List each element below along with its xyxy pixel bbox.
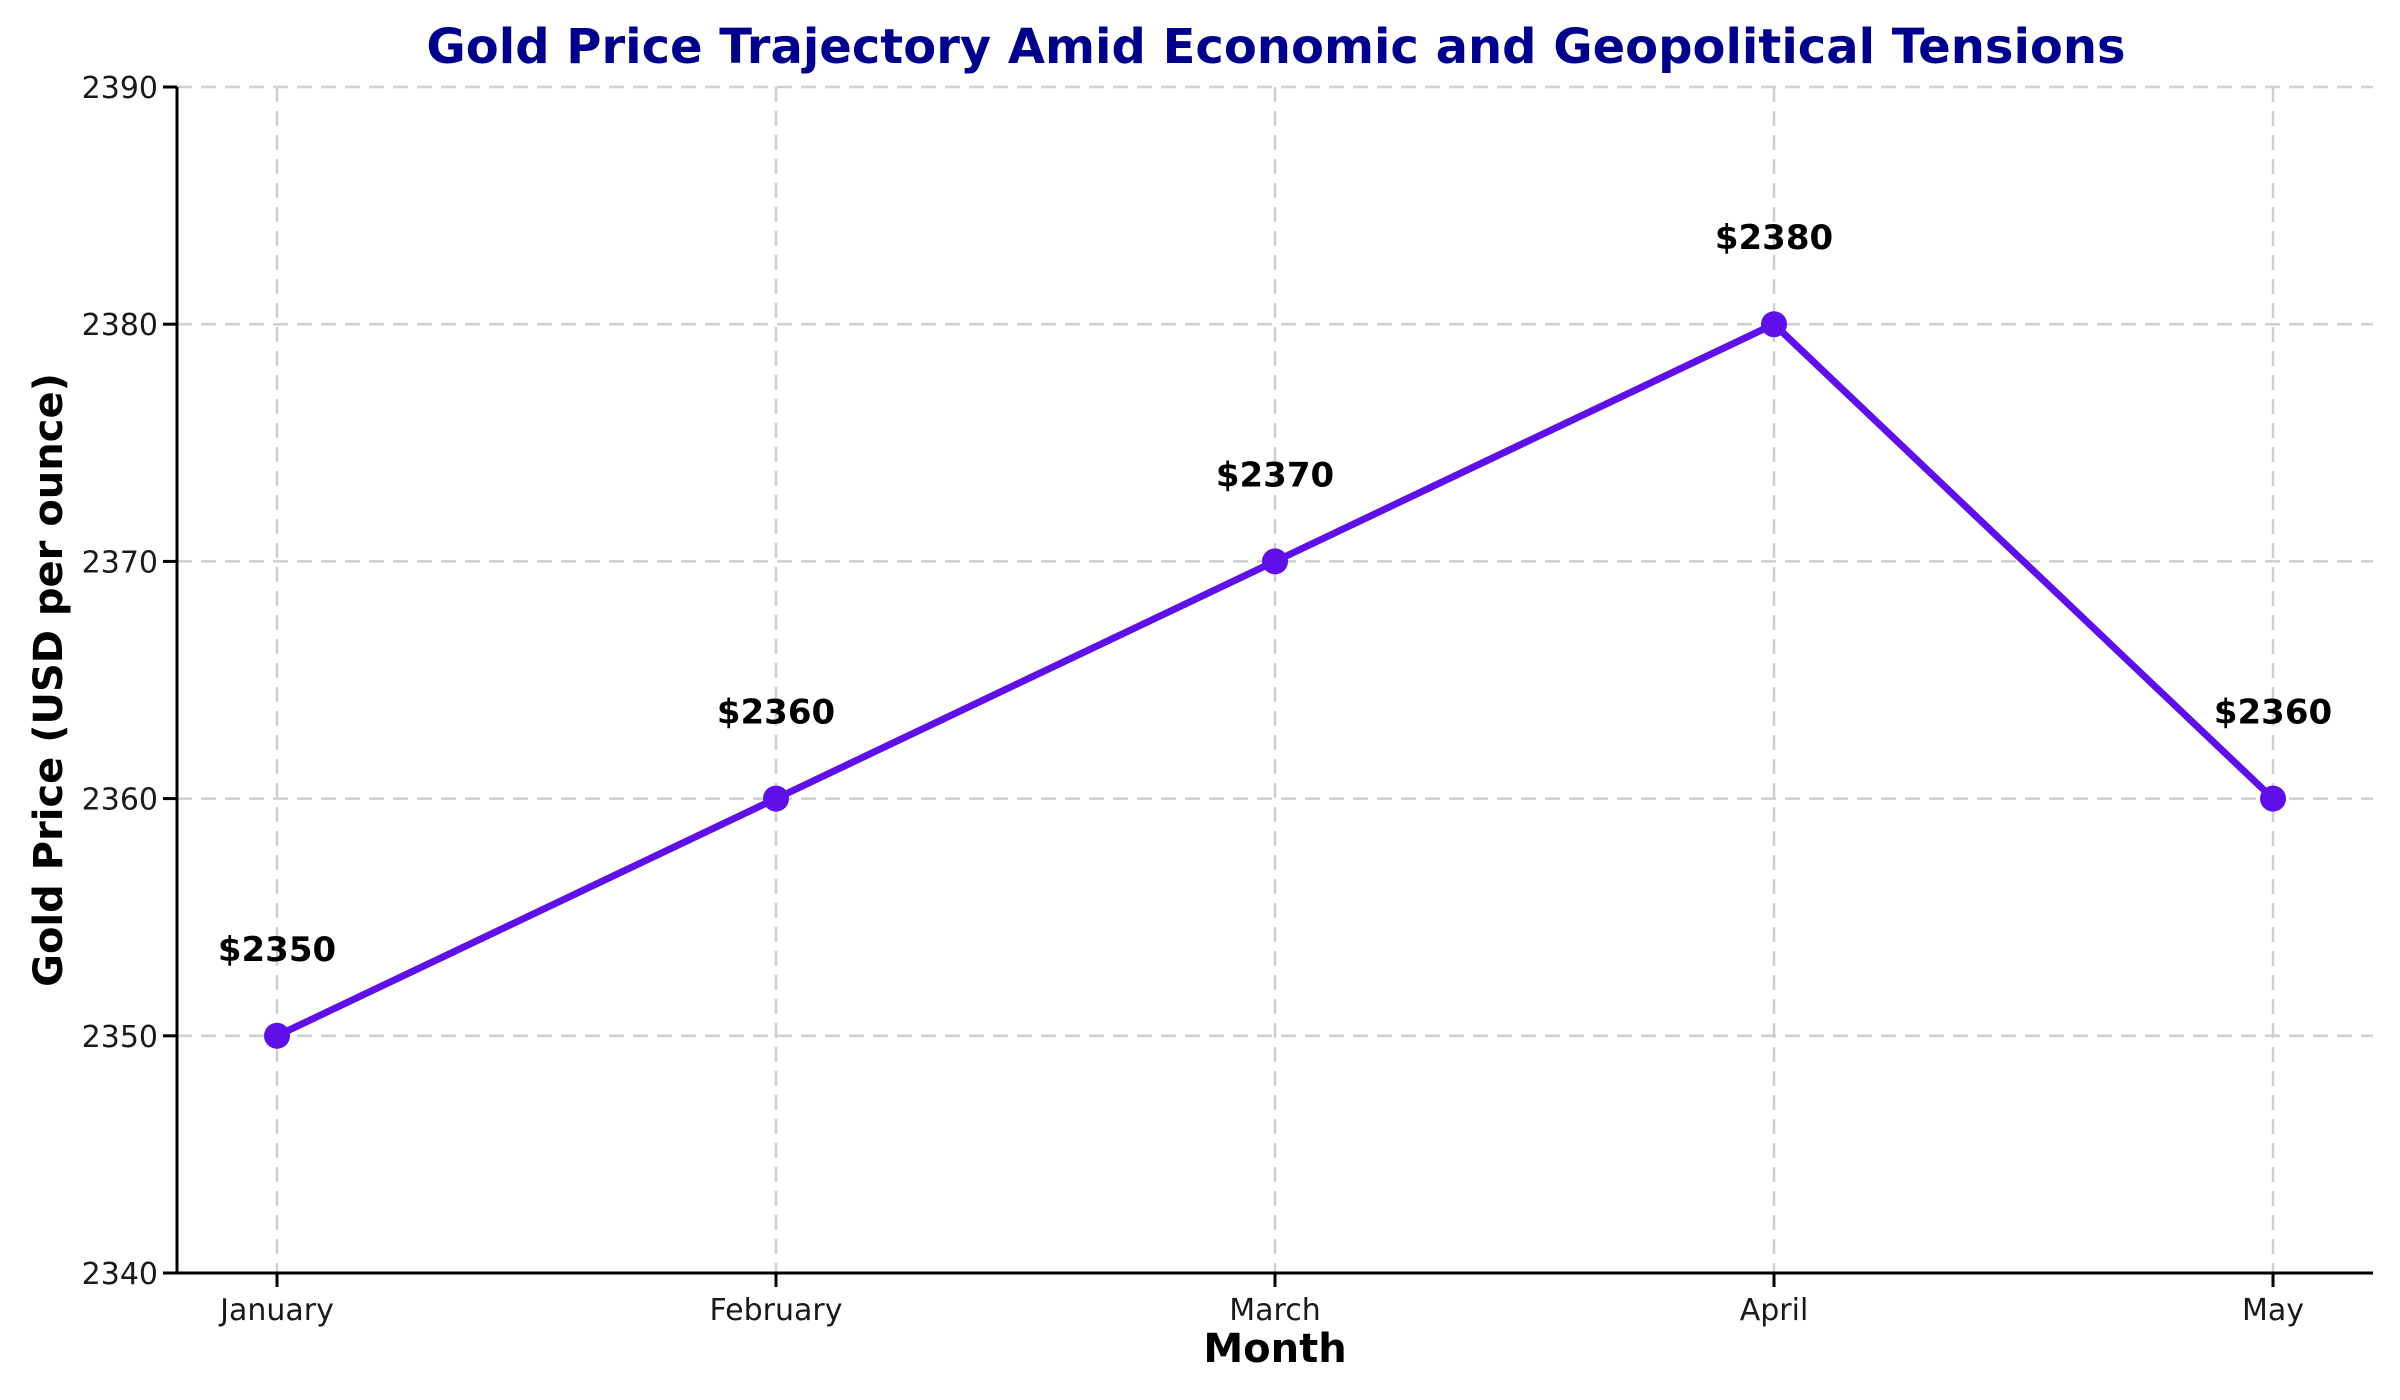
annotation-layer: $2350 $2360 $2370 $2380 $2360 bbox=[218, 218, 2332, 970]
x-tick-label-may: May bbox=[2242, 1293, 2304, 1328]
data-point-april bbox=[1761, 311, 1787, 338]
y-tick-label-2350: 2350 bbox=[82, 1020, 158, 1055]
data-point-february bbox=[763, 785, 789, 812]
x-tick-label-march: March bbox=[1229, 1293, 1320, 1328]
x-axis-title: Month bbox=[1203, 1326, 1346, 1372]
data-point-january bbox=[264, 1022, 290, 1049]
data-point-may bbox=[2260, 785, 2286, 812]
grid-layer bbox=[177, 85, 2373, 1275]
y-tick-label-2340: 2340 bbox=[82, 1257, 158, 1292]
point-label-february: $2360 bbox=[717, 693, 835, 733]
point-label-march: $2370 bbox=[1216, 455, 1334, 495]
y-axis-title: Gold Price (USD per ounce) bbox=[26, 373, 72, 987]
x-tick-label-april: April bbox=[1740, 1293, 1809, 1328]
x-tick-label-february: February bbox=[710, 1293, 843, 1328]
series-layer bbox=[264, 311, 2286, 1049]
y-tick-label-2370: 2370 bbox=[82, 545, 158, 580]
y-tick-label-2390: 2390 bbox=[82, 71, 158, 106]
point-label-may: $2360 bbox=[2214, 693, 2332, 733]
point-label-january: $2350 bbox=[218, 930, 336, 970]
x-tick-label-january: January bbox=[218, 1293, 334, 1328]
axes-layer: 2340 2350 2360 2370 2380 2390 January February M… bbox=[82, 71, 2373, 1328]
data-point-march bbox=[1262, 548, 1288, 575]
chart-title: Gold Price Trajectory Amid Economic and … bbox=[426, 19, 2125, 75]
y-tick-label-2360: 2360 bbox=[82, 783, 158, 818]
y-tick-label-2380: 2380 bbox=[82, 308, 158, 343]
point-label-april: $2380 bbox=[1715, 218, 1833, 258]
